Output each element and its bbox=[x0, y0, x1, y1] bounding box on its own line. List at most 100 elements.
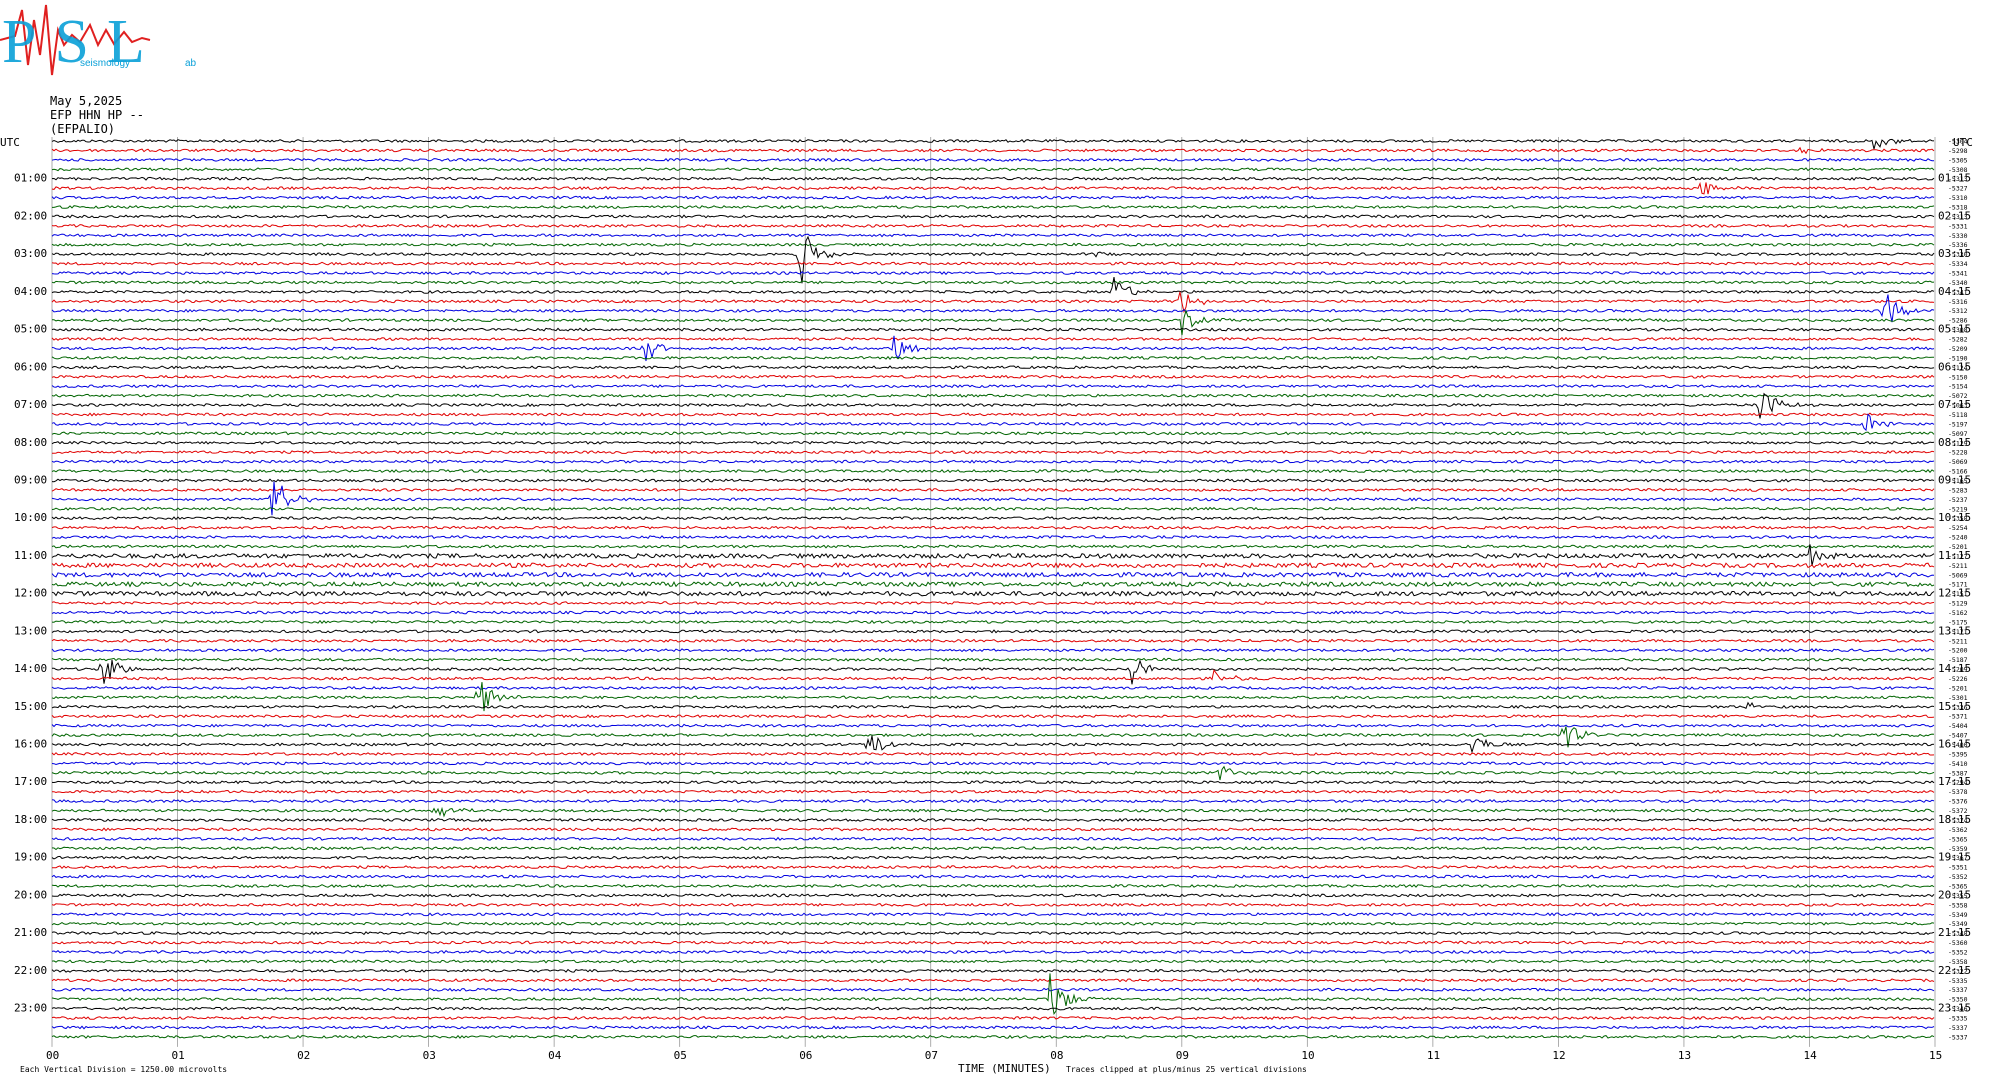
trace-offset-label: -5374 bbox=[1948, 816, 1968, 824]
left-hour-label: 15:00 bbox=[14, 700, 47, 713]
trace-line bbox=[51, 610, 1935, 615]
trace-line bbox=[51, 365, 1935, 370]
trace-line bbox=[51, 235, 1935, 284]
trace-offset-label: -5376 bbox=[1948, 798, 1968, 806]
trace-offset-label: -5305 bbox=[1948, 156, 1968, 164]
trace-offset-label: -5118 bbox=[1948, 411, 1968, 419]
trace-offset-label: -5355 bbox=[1948, 892, 1968, 900]
trace-line bbox=[51, 685, 1935, 690]
trace-line bbox=[51, 562, 1935, 569]
trace-offset-label: -5335 bbox=[1948, 1014, 1968, 1022]
left-utc-label: UTC bbox=[0, 136, 20, 149]
trace-line bbox=[51, 701, 1935, 709]
trace-offset-label: -5151 bbox=[1948, 590, 1968, 598]
x-tick-label: 10 bbox=[1301, 1049, 1314, 1062]
trace-line bbox=[51, 242, 1935, 247]
trace-offset-label: -5318 bbox=[1948, 204, 1968, 212]
trace-line bbox=[51, 580, 1935, 588]
left-hour-label: 02:00 bbox=[14, 209, 47, 222]
trace-offset-label: -5359 bbox=[1948, 845, 1968, 853]
right-hour-label: 01:15 bbox=[1938, 172, 1971, 185]
trace-offset-label: -5129 bbox=[1948, 439, 1968, 447]
trace-offset-label: -5330 bbox=[1948, 232, 1968, 240]
right-hour-label: 20:15 bbox=[1938, 888, 1971, 901]
trace-offset-label: -5150 bbox=[1948, 373, 1968, 381]
trace-offset-label: -5201 bbox=[1948, 543, 1968, 551]
trace-offset-label: -5166 bbox=[1948, 468, 1968, 476]
left-hour-label: 17:00 bbox=[14, 775, 47, 788]
trace-line bbox=[51, 223, 1935, 228]
trace-offset-label: -5316 bbox=[1948, 298, 1968, 306]
trace-offset-label: -5335 bbox=[1948, 977, 1968, 985]
trace-line bbox=[51, 883, 1935, 889]
right-hour-label: 08:15 bbox=[1938, 436, 1971, 449]
x-tick-label: 06 bbox=[799, 1049, 812, 1062]
trace-line bbox=[51, 968, 1935, 973]
trace-offset-label: -5352 bbox=[1948, 873, 1968, 881]
trace-offset-label: -5211 bbox=[1948, 562, 1968, 570]
trace-offset-label: -5337 bbox=[1948, 1024, 1968, 1032]
left-hour-label: 13:00 bbox=[14, 624, 47, 637]
left-hour-label: 08:00 bbox=[14, 436, 47, 449]
left-hour-label: 22:00 bbox=[14, 964, 47, 977]
trace-offset-label: -5337 bbox=[1948, 986, 1968, 994]
trace-line bbox=[51, 440, 1935, 445]
x-tick-label: 02 bbox=[297, 1049, 310, 1062]
x-tick-label: 09 bbox=[1176, 1049, 1189, 1062]
right-hour-label: 04:15 bbox=[1938, 285, 1971, 298]
trace-offset-label: -5237 bbox=[1948, 496, 1968, 504]
trace-offset-label: -5349 bbox=[1948, 911, 1968, 919]
trace-line bbox=[51, 1025, 1935, 1030]
trace-line bbox=[51, 261, 1935, 266]
left-hour-label: 20:00 bbox=[14, 888, 47, 901]
right-hour-label: 19:15 bbox=[1938, 851, 1971, 864]
header-date: May 5,2025 bbox=[50, 94, 123, 108]
right-hour-label: 16:15 bbox=[1938, 738, 1971, 751]
right-hour-label: 10:15 bbox=[1938, 511, 1971, 524]
right-hour-label: 15:15 bbox=[1938, 700, 1971, 713]
trace-offset-label: -5365 bbox=[1948, 835, 1968, 843]
trace-line bbox=[51, 146, 1935, 155]
left-hour-label: 21:00 bbox=[14, 926, 47, 939]
trace-offset-label: -5358 bbox=[1948, 515, 1968, 523]
trace-offset-label: -5372 bbox=[1948, 807, 1968, 815]
trace-offset-label: -5211 bbox=[1948, 637, 1968, 645]
trace-line bbox=[51, 384, 1935, 389]
right-hour-label: 07:15 bbox=[1938, 398, 1971, 411]
trace-line bbox=[51, 544, 1935, 566]
trace-offset-label: -5063 bbox=[1948, 402, 1968, 410]
trace-offset-label: -5304 bbox=[1948, 138, 1968, 146]
trace-offset-label: -5336 bbox=[1948, 703, 1968, 711]
trace-offset-label: -5201 bbox=[1948, 684, 1968, 692]
trace-offset-label: -5171 bbox=[1948, 581, 1968, 589]
trace-line bbox=[51, 827, 1935, 832]
trace-offset-label: -5349 bbox=[1948, 920, 1968, 928]
right-hour-label: 03:15 bbox=[1938, 247, 1971, 260]
trace-offset-label: -5069 bbox=[1948, 458, 1968, 466]
trace-line bbox=[51, 1034, 1935, 1039]
left-hour-label: 06:00 bbox=[14, 360, 47, 373]
right-hour-label: 14:15 bbox=[1938, 662, 1971, 675]
trace-line bbox=[51, 214, 1935, 219]
trace-offset-label: -5187 bbox=[1948, 656, 1968, 664]
trace-offset-label: -5410 bbox=[1948, 760, 1968, 768]
trace-offset-label: -5298 bbox=[1948, 147, 1968, 155]
trace-line bbox=[52, 309, 1935, 336]
trace-line bbox=[51, 525, 1935, 530]
trace-offset-label: -5286 bbox=[1948, 317, 1968, 325]
right-hour-label: 02:15 bbox=[1938, 209, 1971, 222]
trace-offset-label: -5330 bbox=[1948, 251, 1968, 259]
right-hour-label: 12:15 bbox=[1938, 587, 1971, 600]
trace-offset-label: -5341 bbox=[1948, 270, 1968, 278]
trace-line bbox=[51, 987, 1935, 992]
trace-offset-label: -5190 bbox=[1948, 354, 1968, 362]
trace-line bbox=[51, 638, 1935, 643]
trace-line bbox=[51, 176, 1935, 181]
trace-offset-label: -5400 bbox=[1948, 741, 1968, 749]
x-tick-label: 11 bbox=[1427, 1049, 1440, 1062]
trace-line bbox=[51, 393, 1935, 398]
x-tick-label: 08 bbox=[1050, 1049, 1063, 1062]
trace-line bbox=[51, 327, 1935, 332]
left-hour-label: 10:00 bbox=[14, 511, 47, 524]
trace-line bbox=[51, 682, 1935, 712]
